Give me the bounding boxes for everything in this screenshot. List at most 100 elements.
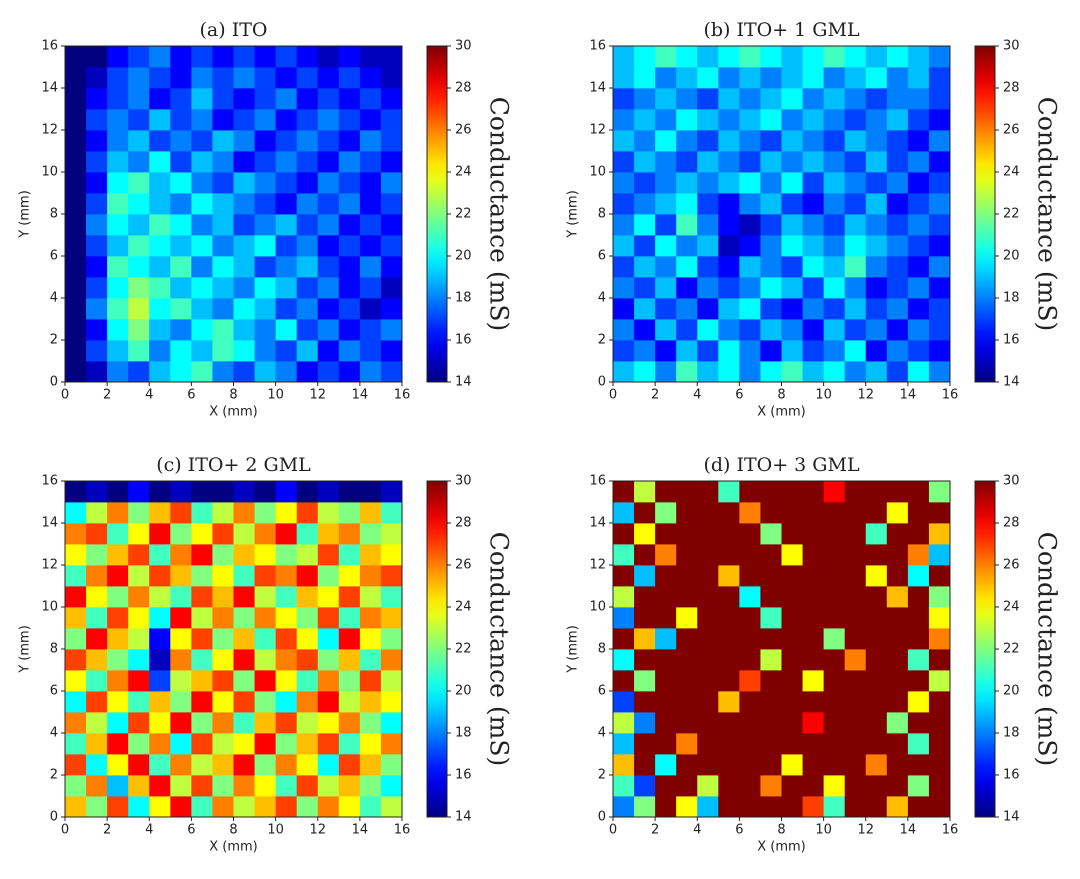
heatmap-cell: [170, 298, 192, 320]
heatmap-cell: [86, 67, 108, 89]
heatmap-cell: [65, 340, 87, 362]
heatmap-cell: [212, 523, 234, 545]
heatmap-cell: [107, 670, 129, 692]
heatmap-cell: [338, 691, 361, 713]
heatmap-cell: [655, 712, 677, 734]
heatmap-cell: [380, 88, 403, 110]
heatmap-cell: [191, 733, 213, 755]
colorbar-tick-label: 26: [1003, 558, 1020, 573]
heatmap-cell: [296, 544, 319, 566]
y-tick-label: 16: [589, 474, 606, 489]
heatmap-cell: [760, 319, 782, 341]
heatmap-cell: [760, 256, 782, 278]
heatmap-cell: [739, 733, 761, 755]
heatmap-cell: [86, 502, 108, 524]
heatmap-cell: [760, 502, 782, 524]
heatmap-cell: [739, 172, 761, 194]
heatmap-cell: [86, 172, 108, 194]
heatmap-cell: [907, 628, 930, 650]
heatmap-cell: [254, 628, 277, 650]
heatmap-cell: [907, 193, 930, 215]
heatmap-cell: [86, 340, 108, 362]
heatmap-cell: [296, 214, 319, 236]
heatmap-cell: [86, 46, 108, 68]
heatmap-cell: [739, 109, 761, 131]
heatmap-cell: [844, 775, 867, 797]
heatmap-cell: [65, 193, 87, 215]
heatmap-cell: [149, 796, 171, 818]
heatmap-cell: [886, 733, 909, 755]
heatmap-cell: [359, 340, 382, 362]
heatmap-cell: [865, 151, 888, 173]
heatmap-cell: [718, 481, 740, 503]
colorbar-tick-label: 26: [455, 123, 472, 138]
heatmap-cell: [655, 754, 677, 776]
heatmap-cell: [65, 88, 87, 110]
heatmap-cell: [86, 298, 108, 320]
heatmap-cell: [697, 586, 719, 608]
heatmap-cell: [233, 235, 255, 257]
heatmap-cell: [149, 130, 171, 152]
x-tick-label: 6: [735, 388, 743, 403]
heatmap-cell: [170, 607, 192, 629]
y-tick-label: 6: [50, 684, 58, 699]
heatmap-cell: [718, 256, 740, 278]
heatmap-cell: [212, 733, 234, 755]
x-tick-label: 16: [394, 823, 411, 838]
heatmap-cell: [613, 46, 635, 68]
heatmap-cell: [233, 775, 255, 797]
heatmap-cell: [254, 46, 277, 68]
heatmap-cell: [254, 214, 277, 236]
heatmap-cell: [359, 733, 382, 755]
heatmap-cell: [907, 361, 930, 383]
heatmap-cell: [718, 298, 740, 320]
heatmap-cell: [907, 523, 930, 545]
heatmap-cell: [823, 607, 846, 629]
heatmap-cell: [191, 775, 213, 797]
heatmap-cell: [718, 796, 740, 818]
heatmap-cell: [86, 628, 108, 650]
heatmap-cell: [760, 523, 782, 545]
heatmap-cell: [149, 733, 171, 755]
heatmap-cell: [907, 151, 930, 173]
heatmap-cell: [886, 607, 909, 629]
heatmap-cell: [844, 544, 867, 566]
heatmap-cell: [65, 733, 87, 755]
heatmap-cell: [254, 298, 277, 320]
heatmap-cell: [844, 361, 867, 383]
colorbar-tick-label: 22: [1003, 642, 1020, 657]
heatmap-cell: [655, 481, 677, 503]
heatmap-cell: [844, 481, 867, 503]
y-tick-label: 6: [50, 249, 58, 264]
heatmap-cell: [739, 523, 761, 545]
heatmap-cell: [170, 649, 192, 671]
heatmap-cell: [739, 691, 761, 713]
heatmap-cell: [739, 361, 761, 383]
heatmap-cell: [296, 670, 319, 692]
y-tick-label: 14: [589, 81, 606, 96]
heatmap-cell: [865, 607, 888, 629]
heatmap-cell: [254, 151, 277, 173]
heatmap-cell: [380, 565, 403, 587]
heatmap-cell: [191, 109, 213, 131]
heatmap-cell: [128, 214, 150, 236]
heatmap-cell: [107, 193, 129, 215]
heatmap-cell: [233, 628, 255, 650]
heatmap-cell: [338, 607, 361, 629]
heatmap-cell: [170, 340, 192, 362]
colorbar-tick-label: 24: [455, 600, 472, 615]
heatmap-cell: [823, 565, 846, 587]
heatmap-cell: [65, 775, 87, 797]
heatmap-cell: [844, 277, 867, 299]
heatmap-cell: [928, 340, 951, 362]
heatmap-cell: [191, 319, 213, 341]
x-tick-label: 14: [900, 388, 917, 403]
heatmap-cell: [170, 796, 192, 818]
heatmap-cell: [865, 628, 888, 650]
heatmap-cell: [907, 214, 930, 236]
heatmap-cell: [886, 565, 909, 587]
heatmap-cell: [886, 628, 909, 650]
heatmap-cell: [380, 361, 403, 383]
x-tick-label: 0: [61, 823, 69, 838]
heatmap-cell: [170, 151, 192, 173]
